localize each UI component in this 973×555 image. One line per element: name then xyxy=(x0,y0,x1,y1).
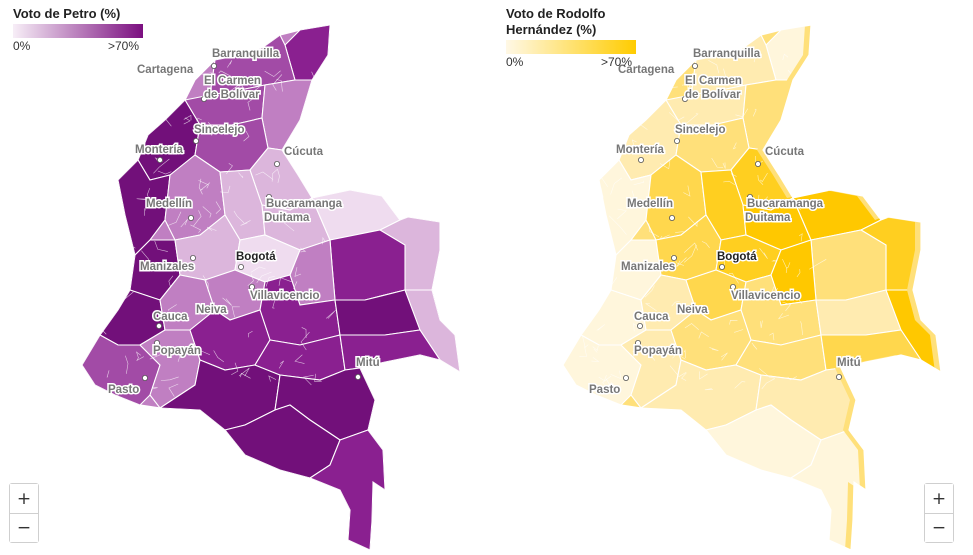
city-label: Barranquilla xyxy=(212,48,280,60)
city-marker xyxy=(354,373,361,380)
city-marker xyxy=(622,374,629,381)
zoom-out-button[interactable]: − xyxy=(925,513,953,542)
hernandez-map-panel: Voto de Rodolfo Hernández (%) 0% >70% Ba… xyxy=(487,0,973,555)
zoom-in-button[interactable]: + xyxy=(10,484,38,513)
city-marker xyxy=(718,263,725,270)
city-label: Popayán xyxy=(634,345,682,357)
city-marker xyxy=(668,214,675,221)
city-marker xyxy=(687,304,694,311)
petro-map-panel: Voto de Petro (%) 0% >70% Barranquilla Ca… xyxy=(0,0,486,555)
zoom-in-button[interactable]: + xyxy=(925,484,953,513)
zoom-out-button[interactable]: − xyxy=(10,513,38,542)
petro-legend: Voto de Petro (%) 0% >70% xyxy=(13,6,173,53)
city-labels: Barranquilla Cartagena El Carmen de Bolívar… xyxy=(107,47,382,398)
department-region[interactable] xyxy=(261,79,313,151)
city-label: El Carmen xyxy=(685,75,742,87)
city-label: Cauca xyxy=(153,311,188,323)
city-label: Montería xyxy=(616,144,665,156)
city-marker xyxy=(673,137,680,144)
city-marker xyxy=(636,322,643,329)
city-label: Manizales xyxy=(621,261,675,273)
hernandez-choropleth-map[interactable]: Barranquilla Cartagena El Carmen de Bolívar… xyxy=(487,0,973,555)
city-marker xyxy=(729,283,736,290)
city-marker xyxy=(189,254,196,261)
department-region[interactable] xyxy=(329,229,406,301)
city-marker xyxy=(156,156,163,163)
region-layer xyxy=(82,25,460,550)
city-label: El Carmen xyxy=(204,75,261,87)
petro-choropleth-map[interactable]: Barranquilla Cartagena El Carmen de Bolívar… xyxy=(0,0,486,555)
department-region[interactable] xyxy=(308,429,386,550)
city-label: Villavicencio xyxy=(731,290,800,302)
legend-title: Voto de Petro (%) xyxy=(13,6,121,21)
zoom-control: + − xyxy=(924,483,954,543)
city-marker xyxy=(273,160,280,167)
city-marker xyxy=(248,283,255,290)
city-label: de Bolívar xyxy=(204,89,260,101)
city-marker xyxy=(754,160,761,167)
city-label: Neiva xyxy=(196,304,227,316)
legend-title: Voto de Rodolfo Hernández (%) xyxy=(506,6,606,37)
city-marker xyxy=(153,339,160,346)
city-marker xyxy=(746,193,753,200)
department-region[interactable] xyxy=(810,229,887,301)
city-label: Neiva xyxy=(677,304,708,316)
city-labels: Barranquilla Cartagena El Carmen de Bolívar… xyxy=(588,47,863,398)
city-marker xyxy=(206,304,213,311)
city-label: Villavicencio xyxy=(250,290,319,302)
city-label: Montería xyxy=(135,144,184,156)
legend-ticks: 0% >70% xyxy=(13,38,153,53)
city-marker xyxy=(637,156,644,163)
city-label: Cúcuta xyxy=(765,146,805,158)
legend-color-scale xyxy=(506,40,636,54)
legend-min-label: 0% xyxy=(13,39,31,53)
zoom-control: + − xyxy=(9,483,39,543)
legend-min-label: 0% xyxy=(506,55,524,69)
city-label: Cúcuta xyxy=(284,146,324,158)
city-label: Medellín xyxy=(146,198,192,210)
city-label: Cauca xyxy=(634,311,669,323)
city-label: Bogotá xyxy=(717,251,757,263)
city-label: Bucaramanga xyxy=(266,198,343,210)
city-marker xyxy=(192,137,199,144)
city-marker xyxy=(681,96,688,103)
city-label: de Bolívar xyxy=(685,89,741,101)
city-label: Cartagena xyxy=(137,64,194,76)
city-label: Duitama xyxy=(264,212,310,224)
region-layer xyxy=(562,25,935,550)
city-label: Pasto xyxy=(108,384,139,396)
city-label: Pasto xyxy=(589,384,620,396)
city-label: Barranquilla xyxy=(693,48,761,60)
hernandez-legend: Voto de Rodolfo Hernández (%) 0% >70% xyxy=(506,6,646,69)
city-label: Manizales xyxy=(140,261,194,273)
city-marker xyxy=(200,96,207,103)
city-marker xyxy=(141,374,148,381)
city-label: Sincelejo xyxy=(675,124,726,136)
city-label: Mitú xyxy=(837,357,861,369)
city-marker xyxy=(835,373,842,380)
city-marker xyxy=(237,263,244,270)
city-marker xyxy=(265,193,272,200)
city-label: Bogotá xyxy=(236,251,276,263)
city-marker xyxy=(670,254,677,261)
city-label: Popayán xyxy=(153,345,201,357)
legend-max-label: >70% xyxy=(108,39,140,53)
city-label: Sincelejo xyxy=(194,124,245,136)
municipality-lines xyxy=(89,47,336,402)
city-marker xyxy=(691,63,698,70)
city-label: Mitú xyxy=(356,357,380,369)
city-label: Duitama xyxy=(745,212,791,224)
legend-ticks: 0% >70% xyxy=(506,54,646,69)
city-marker xyxy=(210,63,217,70)
city-label: Cartagena xyxy=(618,64,675,76)
city-label: Medellín xyxy=(627,198,673,210)
legend-color-scale xyxy=(13,24,143,38)
city-label: Bucaramanga xyxy=(747,198,824,210)
city-marker xyxy=(155,322,162,329)
legend-max-label: >70% xyxy=(601,55,633,69)
city-marker xyxy=(634,339,641,346)
city-marker xyxy=(187,214,194,221)
